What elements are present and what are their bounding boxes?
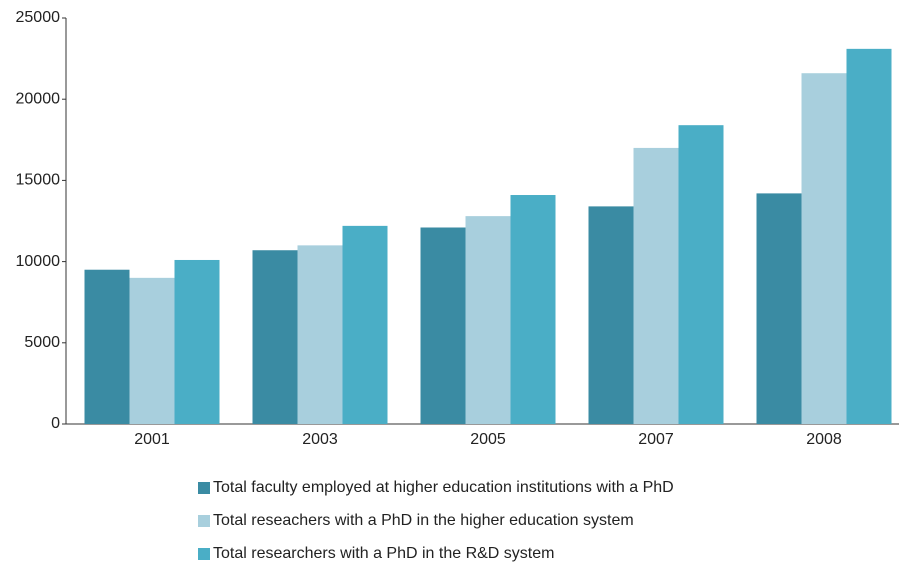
legend-swatch bbox=[198, 482, 210, 494]
y-tick-label: 15000 bbox=[16, 172, 61, 189]
bar bbox=[84, 269, 130, 424]
bar bbox=[633, 147, 679, 425]
x-tick-label: 2003 bbox=[302, 431, 338, 448]
bar bbox=[801, 73, 847, 424]
y-tick-label: 25000 bbox=[16, 9, 61, 26]
y-tick-label: 5000 bbox=[24, 334, 60, 351]
bar bbox=[129, 277, 175, 424]
y-tick-label: 20000 bbox=[16, 90, 61, 107]
x-tick-label: 2001 bbox=[134, 431, 170, 448]
bar bbox=[510, 195, 556, 424]
bar bbox=[174, 259, 220, 424]
bar bbox=[297, 245, 343, 424]
bar bbox=[588, 206, 634, 424]
legend-label: Total faculty employed at higher educati… bbox=[213, 479, 674, 496]
legend-swatch bbox=[198, 548, 210, 560]
bar bbox=[678, 125, 724, 425]
bar bbox=[342, 225, 388, 424]
x-tick-label: 2007 bbox=[638, 431, 674, 448]
bar bbox=[756, 193, 802, 424]
bar bbox=[846, 48, 892, 425]
y-tick-label: 10000 bbox=[16, 253, 61, 270]
x-tick-label: 2008 bbox=[806, 431, 842, 448]
legend-label: Total reseachers with a PhD in the highe… bbox=[213, 512, 634, 529]
bar bbox=[420, 227, 466, 424]
bar bbox=[465, 216, 511, 424]
legend-label: Total researchers with a PhD in the R&D … bbox=[213, 545, 554, 562]
legend-swatch bbox=[198, 515, 210, 527]
x-tick-label: 2005 bbox=[470, 431, 506, 448]
y-tick-label: 0 bbox=[51, 415, 60, 432]
bar bbox=[252, 250, 298, 424]
